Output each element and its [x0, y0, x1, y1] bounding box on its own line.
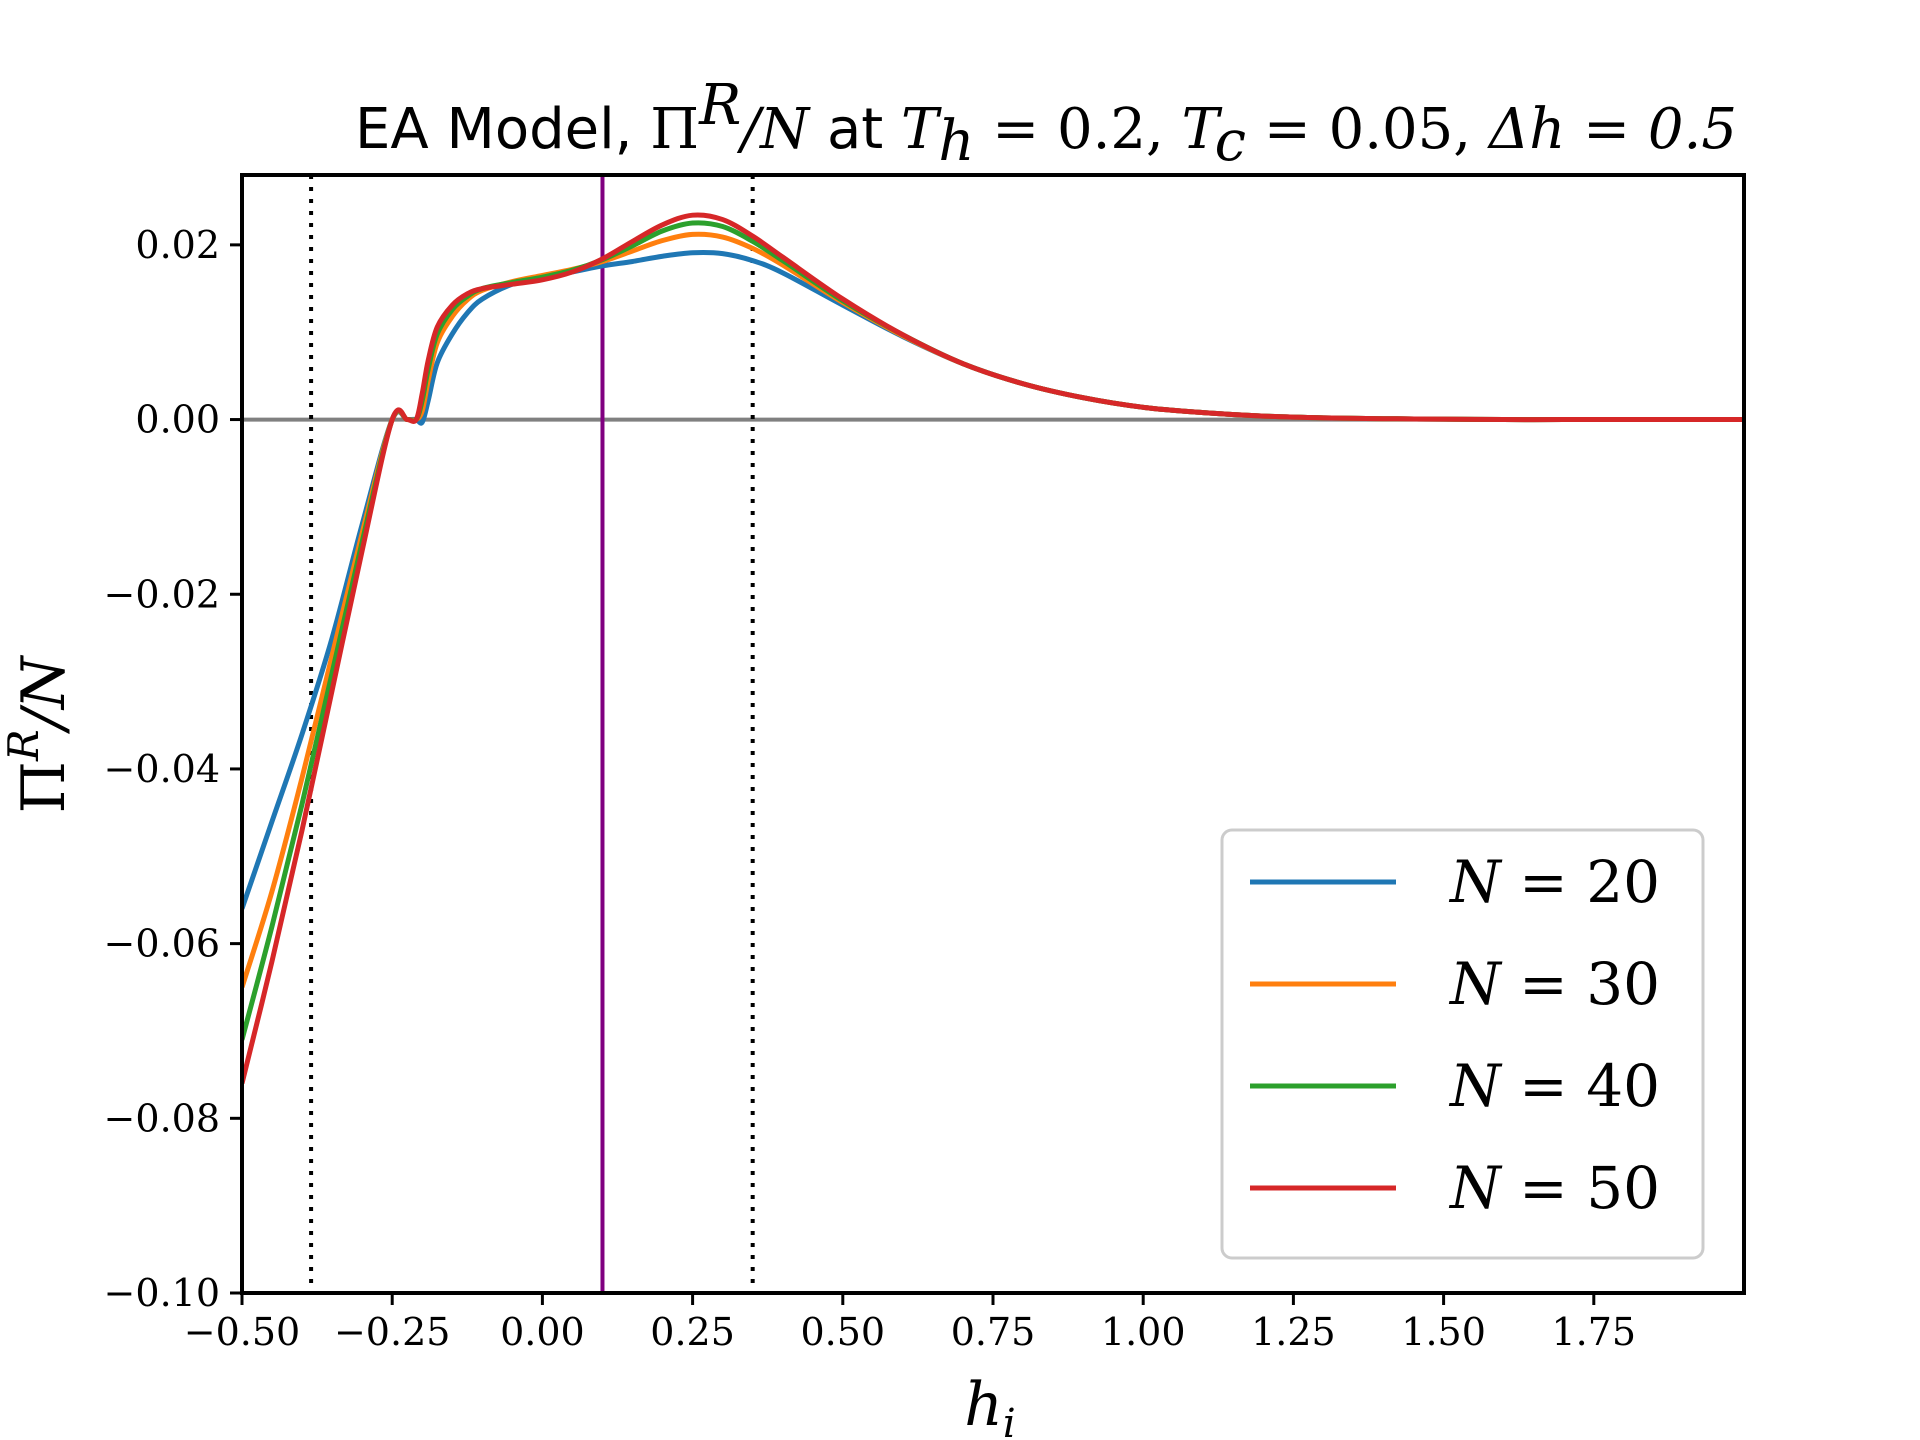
y-tick-label: −0.10: [104, 1271, 220, 1315]
title-tc-value: = 0.05,: [1246, 97, 1489, 162]
y-tick-label: −0.08: [104, 1096, 220, 1140]
title-dh: Δh = 0.5: [1487, 97, 1737, 162]
x-tick-label: 1.25: [1251, 1310, 1336, 1354]
series-line-n50: [242, 212, 1744, 1084]
x-axis-label-sub: i: [1003, 1401, 1016, 1440]
series-line-n20: [242, 249, 1744, 910]
y-axis-label-rest: /N: [9, 654, 79, 734]
y-axis-label-main: Π: [9, 761, 79, 813]
legend-label-n40: N = 40: [1448, 1052, 1660, 1120]
x-tick-label: 1.50: [1401, 1310, 1486, 1354]
y-tick-label: −0.04: [104, 747, 220, 791]
x-tick-label: 0.50: [800, 1310, 885, 1354]
x-tick-label: 0.75: [951, 1310, 1036, 1354]
chart-title: EA Model, ΠR/N at Th = 0.2, Tc = 0.05, Δ…: [355, 73, 1737, 174]
title-tc-sub: c: [1215, 109, 1246, 174]
x-tick-label: 1.75: [1551, 1310, 1636, 1354]
legend: N = 20 N = 30 N = 40 N = 50: [1220, 828, 1705, 1260]
legend-box: [1220, 828, 1705, 1260]
title-quantity-sup: R: [698, 73, 741, 138]
title-th-sub: h: [938, 109, 974, 174]
x-tick-label: 1.00: [1101, 1310, 1186, 1354]
x-tick-label: −0.25: [334, 1310, 450, 1354]
title-prefix: EA Model,: [355, 97, 650, 162]
y-tick-label: 0.00: [135, 398, 220, 442]
x-tick-label: −0.50: [184, 1310, 300, 1354]
y-axis: −0.10 −0.08 −0.06 −0.04 −0.02 0.00 0.02: [104, 223, 242, 1315]
x-axis-label-main: h: [964, 1370, 1003, 1440]
x-axis: −0.50 −0.25 0.00 0.25 0.50 0.75 1.00 1.25 1.50 1.…: [184, 1293, 1636, 1354]
title-quantity: Π: [650, 97, 699, 162]
legend-label-n50: N = 50: [1448, 1154, 1660, 1222]
y-tick-label: −0.02: [104, 572, 220, 616]
title-th: T: [901, 97, 942, 162]
legend-label-n30: N = 30: [1448, 950, 1660, 1018]
x-axis-label: hi: [964, 1370, 1015, 1440]
title-th-value: = 0.2,: [974, 97, 1181, 162]
x-tick-label: 0.25: [650, 1310, 735, 1354]
title-quantity-rest: /N: [736, 97, 811, 162]
title-at: at: [809, 97, 901, 162]
series-lines: [242, 212, 1744, 1084]
legend-label-n20: N = 20: [1448, 848, 1660, 916]
x-tick-label: 0.00: [500, 1310, 585, 1354]
y-axis-label-sup: R: [0, 729, 48, 762]
y-axis-label: ΠR/N: [0, 654, 79, 813]
y-tick-label: −0.06: [104, 922, 220, 966]
y-tick-label: 0.02: [135, 223, 220, 267]
